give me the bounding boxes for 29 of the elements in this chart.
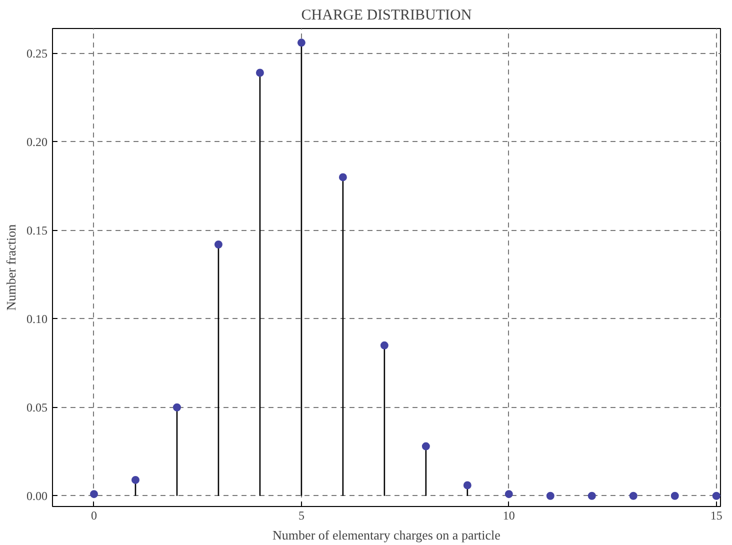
y-tick-label: 0.15 <box>26 223 48 238</box>
point <box>131 476 140 484</box>
x-tick-label: 0 <box>90 508 97 522</box>
point <box>256 68 264 77</box>
x-tick-label: 5 <box>298 508 304 522</box>
x-tick-label: 10 <box>502 508 515 522</box>
x-tick-label: 15 <box>710 508 722 522</box>
point <box>380 341 388 350</box>
point <box>297 38 306 47</box>
y-tick-label: 0.25 <box>26 46 48 60</box>
chart-title: CHARGE DISTRIBUTION <box>301 8 472 24</box>
point <box>90 490 98 498</box>
point <box>712 492 720 500</box>
point <box>588 492 596 500</box>
point <box>629 492 638 500</box>
point <box>670 492 679 500</box>
point <box>422 442 430 450</box>
x-axis-title: Number of elementary charges on a particle <box>272 528 501 542</box>
y-axis-title: Number fraction <box>4 224 18 311</box>
y-tick-label: 0.10 <box>26 312 48 326</box>
y-tick-label: 0.05 <box>26 400 48 414</box>
point <box>214 240 222 248</box>
y-tick-label: 0.00 <box>26 488 48 503</box>
point <box>504 490 513 498</box>
y-tick-label: 0.20 <box>26 134 48 149</box>
point <box>463 481 472 490</box>
point <box>338 173 347 182</box>
point <box>546 492 554 500</box>
point <box>172 403 181 412</box>
